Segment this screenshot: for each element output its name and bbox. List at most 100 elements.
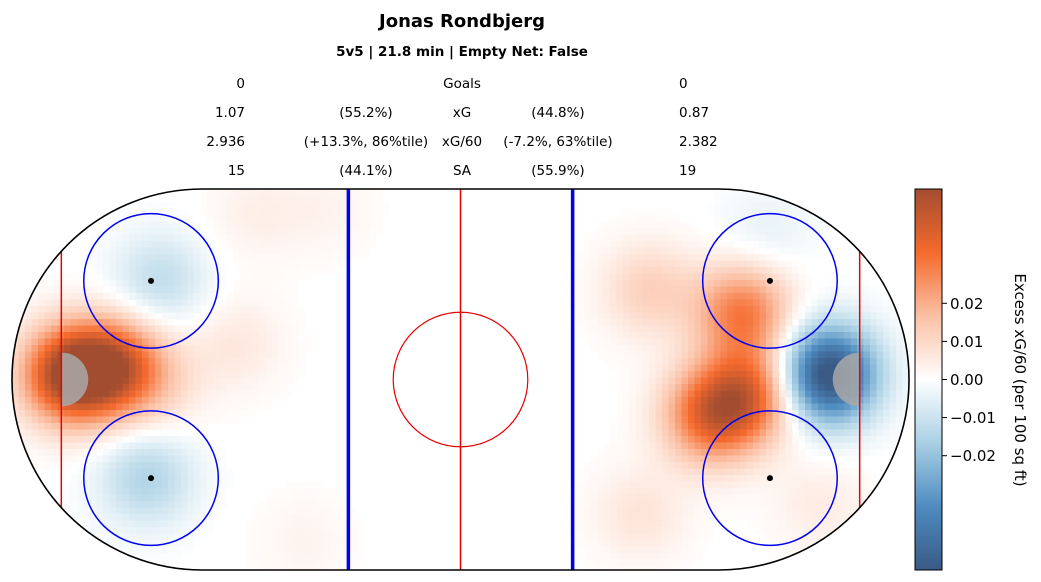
heatmap-cell [603, 442, 611, 450]
heatmap-cell [857, 280, 865, 288]
heatmap-cell [148, 488, 156, 496]
heatmap-cell [681, 455, 689, 463]
heatmap-cell [831, 468, 839, 476]
heatmap-cell [610, 267, 618, 275]
heatmap-cell [129, 208, 137, 216]
heatmap-cell [187, 475, 195, 483]
heatmap-cell [707, 423, 715, 431]
heatmap-cell [142, 221, 150, 229]
heatmap-cell [889, 442, 897, 450]
heatmap-cell [675, 215, 683, 223]
heatmap-cell [714, 351, 722, 359]
heatmap-cell [688, 306, 696, 314]
heatmap-cell [265, 540, 273, 548]
heatmap-cell [168, 540, 176, 548]
heatmap-cell [590, 332, 598, 340]
heatmap-cell [805, 345, 813, 353]
stat-right-pct: (-7.2%, 63%tile) [503, 134, 612, 150]
heatmap-cell [818, 221, 826, 229]
heatmap-cell [259, 293, 267, 301]
heatmap-cell [675, 416, 683, 424]
heatmap-cell [64, 345, 72, 353]
heatmap-cell [226, 397, 234, 405]
heatmap-cell [285, 267, 293, 275]
heatmap-cell [753, 429, 761, 437]
heatmap-cell [304, 566, 312, 570]
heatmap-cell [889, 319, 897, 327]
heatmap-cell [707, 384, 715, 392]
heatmap-cell [285, 319, 293, 327]
heatmap-cell [96, 325, 104, 333]
heatmap-cell [96, 475, 104, 483]
heatmap-cell [304, 273, 312, 281]
heatmap-cell [740, 358, 748, 366]
heatmap-cell [798, 449, 806, 457]
heatmap-cell [857, 423, 865, 431]
heatmap-cell [31, 429, 39, 437]
heatmap-cell [883, 436, 891, 444]
heatmap-cell [759, 299, 767, 307]
heatmap-cell [148, 501, 156, 509]
heatmap-cell [129, 228, 137, 236]
heatmap-cell [272, 514, 280, 522]
heatmap-cell [629, 566, 637, 570]
heatmap-cell [590, 338, 598, 346]
heatmap-cell [662, 475, 670, 483]
heatmap-cell [181, 215, 189, 223]
heatmap-cell [252, 364, 260, 372]
heatmap-cell [863, 390, 871, 398]
heatmap-cell [90, 475, 98, 483]
heatmap-cell [129, 384, 137, 392]
heatmap-cell [161, 371, 169, 379]
heatmap-cell [701, 410, 709, 418]
heatmap-cell [590, 514, 598, 522]
heatmap-cell [135, 410, 143, 418]
heatmap-cell [207, 319, 215, 327]
heatmap-cell [811, 358, 819, 366]
faceoff-dot [148, 475, 155, 482]
heatmap-cell [831, 559, 839, 567]
heatmap-cell [122, 234, 130, 242]
heatmap-cell [135, 494, 143, 502]
heatmap-cell [694, 358, 702, 366]
heatmap-cell [330, 488, 338, 496]
heatmap-cell [681, 247, 689, 255]
heatmap-cell [668, 455, 676, 463]
heatmap-cell [129, 241, 137, 249]
heatmap-cell [311, 241, 319, 249]
heatmap-cell [772, 228, 780, 236]
heatmap-cell [668, 546, 676, 554]
heatmap-cell [759, 488, 767, 496]
heatmap-cell [662, 449, 670, 457]
heatmap-cell [805, 325, 813, 333]
heatmap-cell [194, 280, 202, 288]
heatmap-cell [200, 189, 208, 197]
heatmap-cell [675, 247, 683, 255]
heatmap-cell [616, 390, 624, 398]
heatmap-cell [109, 403, 117, 411]
heatmap-cell [694, 377, 702, 385]
heatmap-cell [714, 247, 722, 255]
heatmap-cell [571, 267, 579, 275]
heatmap-cell [857, 338, 865, 346]
heatmap-cell [863, 384, 871, 392]
heatmap-cell [818, 384, 826, 392]
heatmap-cell [896, 345, 904, 353]
heatmap-cell [805, 527, 813, 535]
heatmap-cell [77, 468, 85, 476]
heatmap-cell [181, 481, 189, 489]
heatmap-cell [304, 488, 312, 496]
heatmap-cell [629, 351, 637, 359]
heatmap-cell [798, 429, 806, 437]
heatmap-cell [779, 332, 787, 340]
heatmap-cell [707, 273, 715, 281]
heatmap-cell [896, 390, 904, 398]
heatmap-cell [642, 293, 650, 301]
heatmap-cell [707, 345, 715, 353]
heatmap-cell [148, 267, 156, 275]
heatmap-cell [12, 306, 20, 314]
heatmap-cell [155, 351, 163, 359]
heatmap-cell [584, 338, 592, 346]
heatmap-cell [818, 527, 826, 535]
heatmap-cell [174, 429, 182, 437]
